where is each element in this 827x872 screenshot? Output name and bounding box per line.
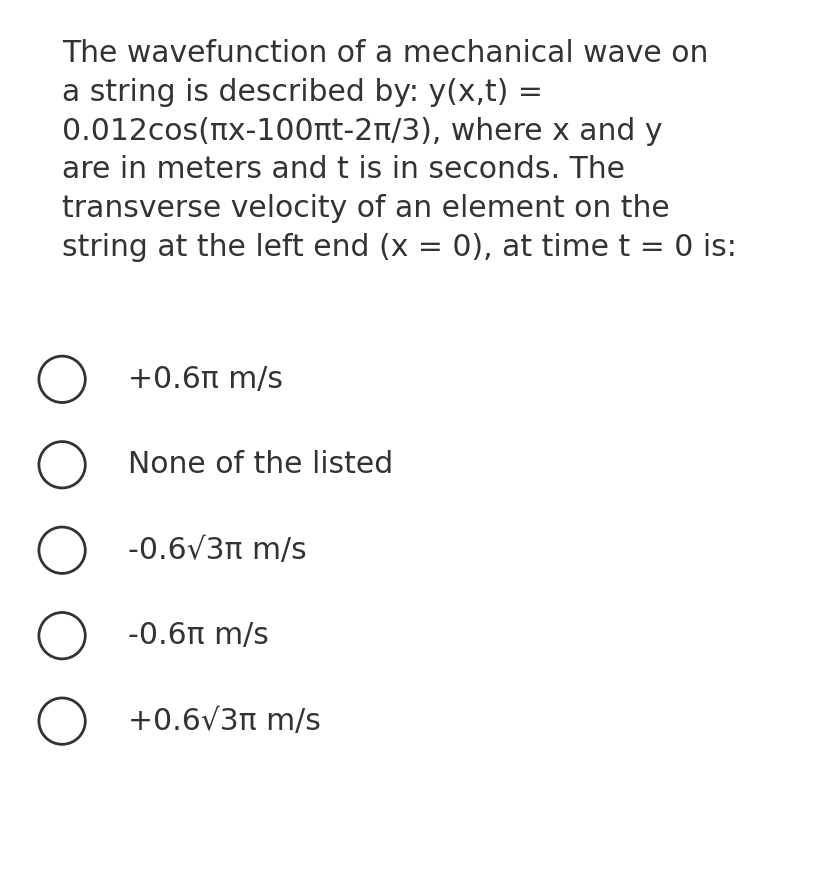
Text: The wavefunction of a mechanical wave on
a string is described by: y(x,t) =
0.01: The wavefunction of a mechanical wave on… bbox=[62, 39, 736, 262]
Text: None of the listed: None of the listed bbox=[128, 450, 393, 480]
Text: +0.6√3π m/s: +0.6√3π m/s bbox=[128, 706, 321, 736]
Text: -0.6√3π m/s: -0.6√3π m/s bbox=[128, 535, 307, 565]
Text: +0.6π m/s: +0.6π m/s bbox=[128, 364, 283, 394]
Text: -0.6π m/s: -0.6π m/s bbox=[128, 621, 269, 651]
